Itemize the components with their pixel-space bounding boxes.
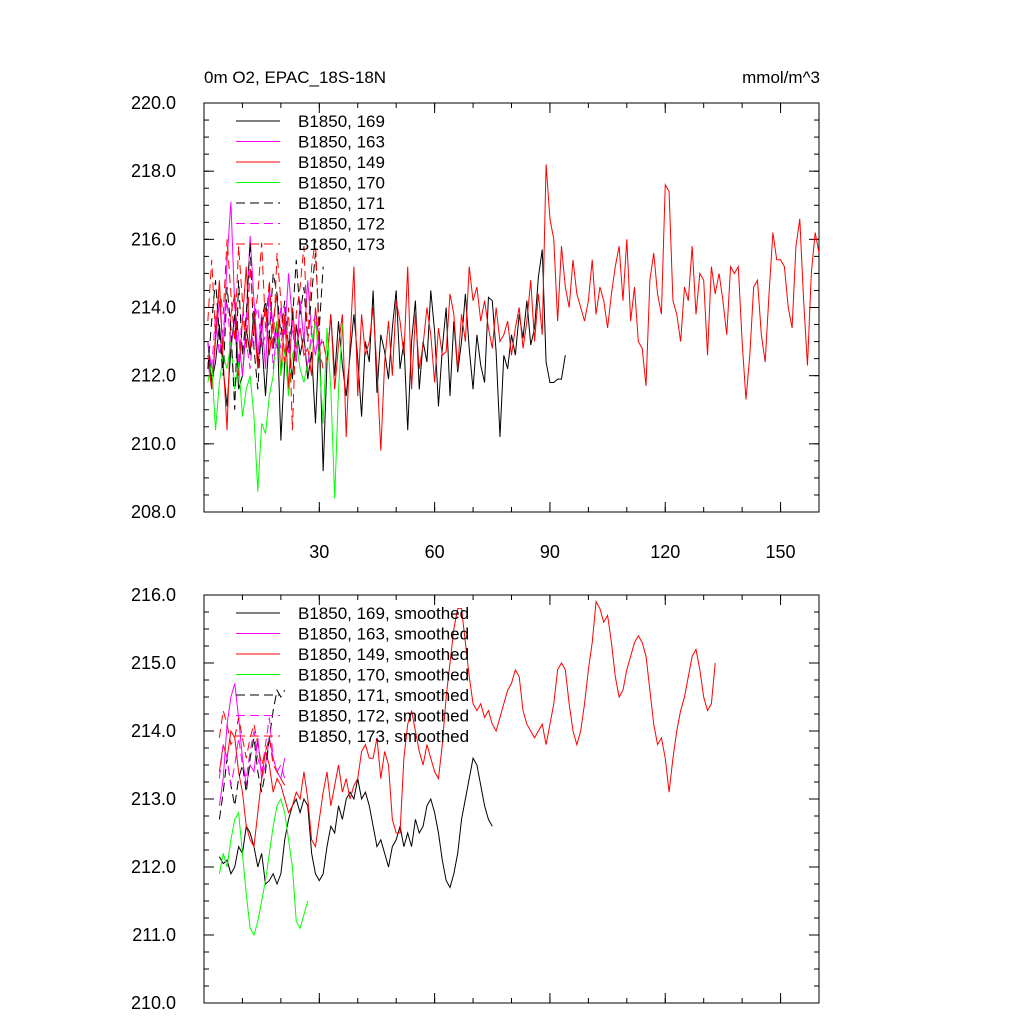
- legend-label: B1850, 171, smoothed: [298, 686, 469, 705]
- x-tick-label: 30: [309, 542, 329, 562]
- legend-label: B1850, 172: [298, 215, 385, 234]
- bottom-panel-legend: B1850, 169, smoothed B1850, 163, smoothed…: [236, 604, 469, 746]
- bottom-panel: 210.0 211.0 212.0 213.0 214.0 215.0 216.0 B185…: [131, 585, 820, 1013]
- x-tick-label: 120: [650, 542, 680, 562]
- y-tick-label: 215.0: [131, 653, 176, 673]
- x-tick-label: 60: [425, 542, 445, 562]
- x-tick-label: 90: [540, 542, 560, 562]
- series-line-b1850-169-smoothed: [218, 756, 493, 889]
- y-tick-label: 218.0: [131, 161, 176, 181]
- y-tick-label: 211.0: [132, 925, 176, 945]
- series-line-b1850-149: [207, 164, 820, 451]
- legend-label: B1850, 173: [298, 235, 385, 254]
- legend-label: B1850, 169, smoothed: [298, 604, 469, 623]
- legend-label: B1850, 170, smoothed: [298, 666, 469, 685]
- series-line-b1850-172: [207, 287, 324, 369]
- y-tick-label: 214.0: [131, 721, 176, 741]
- series-line-b1850-169: [207, 249, 566, 472]
- y-tick-label: 214.0: [131, 298, 176, 318]
- legend-label: B1850, 171: [298, 194, 385, 213]
- legend-label: B1850, 170: [298, 174, 385, 193]
- legend-label: B1850, 169: [298, 112, 385, 131]
- top-panel-title-left: 0m O2, EPAC_18S-18N: [204, 68, 386, 87]
- y-tick-label: 213.0: [131, 789, 176, 809]
- y-tick-label: 212.0: [131, 857, 176, 877]
- series-line-b1850-171: [207, 242, 324, 410]
- series-line-b1850-173-smoothed: [218, 710, 286, 786]
- top-panel-ticks: 208.0 210.0 212.0 214.0 216.0 218.0 220.0 30 60 9…: [131, 93, 820, 562]
- legend-label: B1850, 173, smoothed: [298, 727, 469, 746]
- top-panel-series: [207, 164, 820, 499]
- y-tick-label: 208.0: [131, 502, 176, 522]
- x-tick-label: 150: [766, 542, 796, 562]
- series-line-b1850-149-smoothed: [218, 600, 716, 849]
- series-line-b1850-172-smoothed: [218, 717, 286, 786]
- legend-label: B1850, 149, smoothed: [298, 645, 469, 664]
- series-line-b1850-173: [207, 239, 324, 431]
- bottom-panel-series: [218, 600, 716, 937]
- y-tick-label: 210.0: [131, 434, 176, 454]
- series-line-b1850-170-smoothed: [218, 797, 309, 937]
- legend-label: B1850, 172, smoothed: [298, 707, 469, 726]
- y-tick-label: 220.0: [131, 93, 176, 113]
- y-tick-label: 216.0: [131, 585, 176, 605]
- top-panel-title-right: mmol/m^3: [742, 68, 820, 87]
- y-tick-label: 210.0: [131, 993, 176, 1013]
- y-tick-label: 216.0: [131, 229, 176, 249]
- bottom-panel-ticks: 210.0 211.0 212.0 213.0 214.0 215.0 216.0: [131, 585, 820, 1013]
- legend-label: B1850, 149: [298, 153, 385, 172]
- y-tick-label: 212.0: [131, 366, 176, 386]
- legend-label: B1850, 163, smoothed: [298, 625, 469, 644]
- legend-label: B1850, 163: [298, 133, 385, 152]
- top-panel: 0m O2, EPAC_18S-18N mmol/m^3 208.0210.02…: [131, 68, 820, 562]
